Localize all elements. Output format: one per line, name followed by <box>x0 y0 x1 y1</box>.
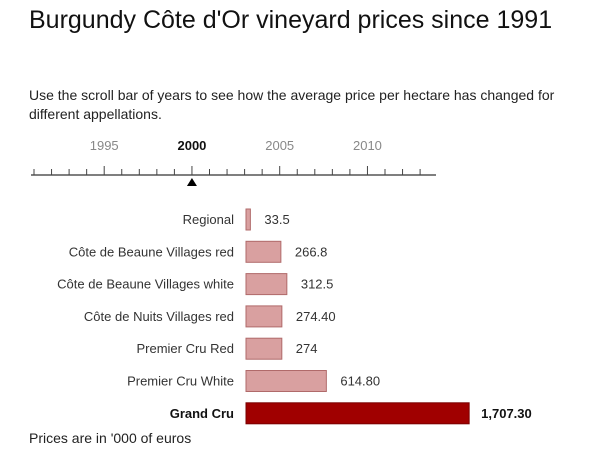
year-label[interactable]: 2000 <box>177 138 206 153</box>
value-label: 614.80 <box>340 374 380 389</box>
year-label[interactable]: 2005 <box>265 138 294 153</box>
price-bar-chart: Regional 33.5 Côte de Beaune Villages red 2… <box>57 208 532 425</box>
year-slider-handle-icon[interactable] <box>186 178 197 186</box>
value-label: 274.40 <box>296 309 336 324</box>
category-label: Premier Cru Red <box>136 341 234 356</box>
bar <box>245 208 251 231</box>
units-footnote: Prices are in '000 of euros <box>29 430 192 446</box>
year-label[interactable]: 2010 <box>353 138 382 153</box>
value-label: 33.5 <box>264 212 289 227</box>
bar <box>245 273 288 296</box>
chart-subtitle: Use the scroll bar of years to see how t… <box>29 87 555 122</box>
value-label: 274 <box>296 341 318 356</box>
category-label: Côte de Beaune Villages red <box>69 244 234 259</box>
value-label: 266.8 <box>295 244 328 259</box>
year-label[interactable]: 1995 <box>90 138 119 153</box>
category-label: Côte de Nuits Villages red <box>84 309 234 324</box>
year-scroll-bar[interactable]: 1995 2000 2005 2010 <box>0 128 599 188</box>
chart-title: Burgundy Côte d'Or vineyard prices since… <box>29 6 553 34</box>
category-label: Regional <box>183 212 234 227</box>
category-label: Grand Cru <box>170 406 234 421</box>
category-label: Premier Cru White <box>127 374 234 389</box>
category-label: Côte de Beaune Villages white <box>57 277 234 292</box>
bar <box>245 402 470 425</box>
bar <box>245 370 327 392</box>
bar <box>245 240 282 263</box>
bar <box>245 305 283 328</box>
value-label: 312.5 <box>301 277 334 292</box>
bar <box>245 337 283 360</box>
value-label: 1,707.30 <box>481 406 532 421</box>
